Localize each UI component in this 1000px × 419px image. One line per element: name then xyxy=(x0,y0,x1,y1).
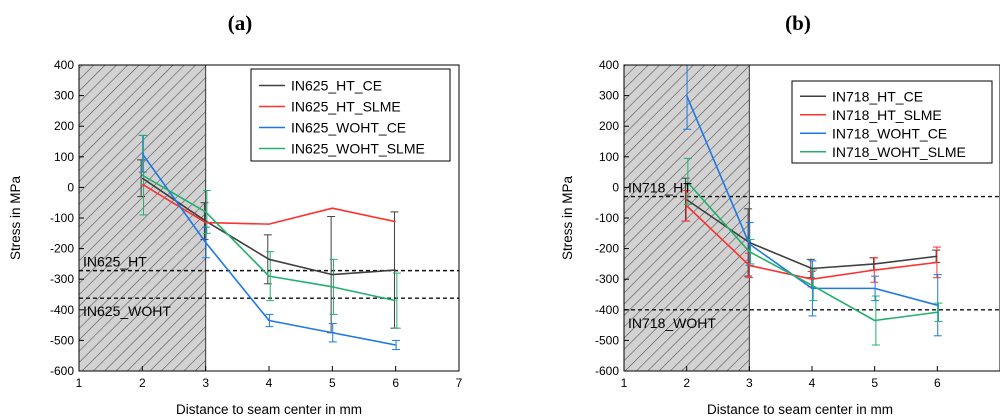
x-tick-label: 4 xyxy=(809,376,816,390)
x-tick-label: 6 xyxy=(934,376,941,390)
legend-label: IN625_WOHT_CE xyxy=(291,120,406,136)
series-line-in718-woht-ce xyxy=(685,95,938,306)
y-tick-label: -100 xyxy=(595,211,619,225)
x-tick-label: 2 xyxy=(139,376,146,390)
series-line-in718-ht-slme xyxy=(686,205,938,281)
y-tick-label: -500 xyxy=(595,333,619,347)
reference-line-label: IN718_WOHT xyxy=(628,315,716,331)
y-tick-label: 400 xyxy=(599,58,619,72)
y-tick-label: 100 xyxy=(54,150,74,164)
legend-label: IN625_HT_SLME xyxy=(291,99,401,115)
x-tick-label: 3 xyxy=(202,376,209,390)
y-tick-label: -600 xyxy=(595,364,619,378)
x-tick-label: 6 xyxy=(392,376,399,390)
reference-line-label: IN718_HT xyxy=(628,180,692,196)
x-tick-label: 1 xyxy=(76,376,83,390)
shaded-region xyxy=(78,64,207,372)
y-tick-label: -600 xyxy=(50,364,74,378)
x-tick-label: 5 xyxy=(329,376,336,390)
reference-line-label: IN625_HT xyxy=(83,254,147,270)
y-tick-label: 200 xyxy=(54,119,74,133)
plot-content xyxy=(79,134,459,351)
y-tick-label: 100 xyxy=(599,150,619,164)
panel-label-a: (a) xyxy=(228,11,253,35)
legend-label: IN625_HT_CE xyxy=(291,78,382,94)
y-tick-label: -300 xyxy=(595,272,619,286)
y-tick-label: 200 xyxy=(599,119,619,133)
y-tick-label: -100 xyxy=(50,211,74,225)
legend: IN718_HT_CE IN718_HT_SLME IN718_WOHT_CE IN7… xyxy=(791,80,993,164)
x-tick-label: 5 xyxy=(871,376,878,390)
legend-label: IN718_HT_SLME xyxy=(832,107,942,123)
y-tick-label: -400 xyxy=(595,303,619,317)
legend-box xyxy=(791,80,993,164)
x-tick-label: 7 xyxy=(456,376,463,390)
series-line-in625-woht-ce xyxy=(141,153,396,346)
y-axis-title: Stress in MPa xyxy=(8,175,23,260)
x-tick-label: 2 xyxy=(683,376,690,390)
y-tick-label: 0 xyxy=(612,180,619,194)
y-tick-label: -300 xyxy=(50,272,74,286)
reference-line-label: IN625_WOHT xyxy=(83,303,171,319)
y-tick-label: -500 xyxy=(50,333,74,347)
x-tick-label: 1 xyxy=(621,376,628,390)
y-tick-label: 300 xyxy=(599,89,619,103)
y-tick-label: -200 xyxy=(50,242,74,256)
legend-box xyxy=(250,68,451,162)
plot-content xyxy=(624,65,1000,346)
y-axis-title: Stress in MPa xyxy=(560,175,575,260)
y-tick-label: 400 xyxy=(54,58,74,72)
series-line-in625-ht-slme xyxy=(141,183,396,225)
series-line-in625-ht-ce xyxy=(141,177,396,276)
legend-label: IN718_WOHT_CE xyxy=(832,125,947,141)
x-axis-title: Distance to seam center in mm xyxy=(707,402,893,417)
panel-label-b: (b) xyxy=(785,11,811,35)
legend-label: IN625_WOHT_SLME xyxy=(291,141,425,157)
legend: IN625_HT_CE IN625_HT_SLME IN625_WOHT_CE IN6… xyxy=(250,68,451,162)
legend-label: IN718_HT_CE xyxy=(832,88,923,104)
chart-panel-a: IN625_HT IN625_WOHT -600 -500 -400 -300 -200 -1… xyxy=(8,58,463,417)
y-tick-label: -400 xyxy=(50,303,74,317)
legend-label: IN718_WOHT_SLME xyxy=(832,144,966,160)
series-line-in718-woht-slme xyxy=(686,180,938,322)
x-tick-label: 3 xyxy=(746,376,753,390)
y-tick-label: 0 xyxy=(67,180,74,194)
series-line-in625-woht-slme xyxy=(141,174,396,302)
x-tick-label: 4 xyxy=(266,376,273,390)
x-axis-title: Distance to seam center in mm xyxy=(176,402,362,417)
chart-panel-b: IN718_HT IN718_WOHT -600 -500 -400 -300 -200 -1… xyxy=(560,58,1000,417)
y-tick-label: -200 xyxy=(595,242,619,256)
y-tick-label: 300 xyxy=(54,89,74,103)
